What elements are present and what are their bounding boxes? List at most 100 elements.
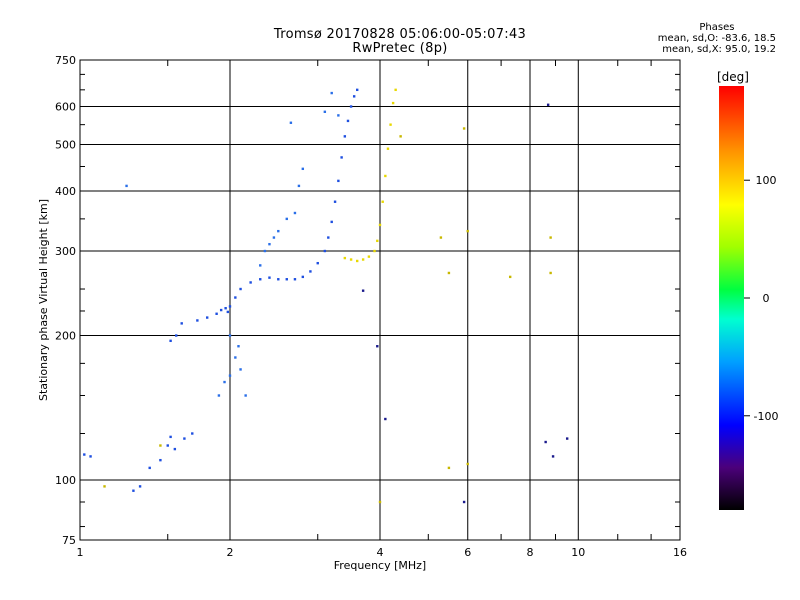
data-point [384, 417, 387, 421]
y-tick-label: 100 [55, 474, 76, 487]
data-point [381, 200, 384, 203]
data-point [376, 345, 379, 348]
grid-lines [80, 60, 680, 540]
data-point [399, 135, 402, 138]
data-point [376, 239, 379, 243]
data-point [285, 278, 288, 281]
data-point [378, 500, 382, 504]
data-point [361, 258, 365, 261]
data-point [346, 119, 350, 123]
data-point [83, 453, 86, 456]
data-point [384, 174, 387, 178]
chart-subtitle: RwPretec (8p) [352, 41, 448, 56]
data-point [215, 312, 218, 315]
data-point [239, 287, 242, 291]
data-point [323, 110, 327, 113]
data-point [228, 334, 232, 337]
data-point [544, 440, 547, 444]
data-point [327, 236, 330, 239]
data-point [223, 380, 226, 384]
data-point [125, 184, 128, 188]
data-point [180, 322, 183, 325]
data-point [301, 275, 305, 279]
data-point [352, 95, 356, 98]
data-point [349, 258, 353, 261]
phase-stats: Phases mean, sd,O: -83.6, 18.5 mean, sd,… [658, 22, 776, 55]
data-point [447, 271, 451, 275]
data-point [340, 156, 343, 159]
data-point [565, 437, 569, 440]
data-point [285, 217, 288, 221]
data-point [289, 121, 293, 124]
data-point [337, 114, 340, 117]
data-point [316, 261, 319, 265]
data-point [263, 249, 267, 253]
data-point [237, 345, 240, 348]
data-point [293, 211, 297, 215]
data-point [217, 394, 221, 397]
data-point [148, 466, 151, 470]
y-tick-label: 300 [55, 245, 76, 258]
data-point [330, 91, 333, 95]
data-point [277, 278, 280, 281]
data-points [83, 88, 569, 504]
data-point [349, 105, 353, 108]
plot-frame [79, 59, 681, 541]
stats-heading: Phases [699, 22, 735, 33]
y-tick-label: 200 [55, 330, 76, 343]
data-point [277, 229, 280, 233]
data-point [355, 88, 359, 92]
colorbar-ticks: 100 0 -100 [744, 174, 778, 423]
data-point [249, 281, 252, 284]
data-point [301, 167, 305, 171]
data-point [549, 271, 552, 275]
x-tick-label: 8 [527, 546, 534, 559]
data-point [466, 462, 469, 466]
data-point [89, 455, 92, 458]
x-tick-label: 10 [571, 546, 585, 559]
data-point [386, 147, 390, 150]
data-point [343, 256, 347, 260]
data-point [355, 259, 359, 263]
data-point [183, 437, 186, 440]
data-point [439, 236, 443, 239]
colorbar-tick-label: 100 [756, 174, 777, 187]
data-point [462, 500, 466, 504]
data-point [226, 310, 230, 314]
data-point [447, 466, 451, 470]
y-axis-label: Stationary phase Virtual Height [km] [37, 199, 50, 401]
data-point [205, 316, 209, 319]
data-point [367, 255, 371, 258]
stats-x-mode: mean, sd,X: 95.0, 19.2 [662, 44, 776, 55]
data-point [234, 356, 237, 359]
stats-o-mode: mean, sd,O: -83.6, 18.5 [657, 33, 776, 44]
data-point [103, 485, 106, 488]
axis-ticks: 1 2 4 6 8 10 16 75 100 200 300 400 500 600 750 [55, 54, 687, 559]
chart-title: Tromsø 20170828 05:06:00-05:07:43 [273, 27, 527, 42]
data-point [551, 455, 555, 458]
data-point [508, 275, 512, 279]
data-point [175, 334, 178, 337]
data-point [378, 223, 382, 227]
colorbar-unit: [deg] [717, 70, 749, 84]
data-point [343, 135, 347, 138]
data-point [259, 264, 262, 267]
data-point [228, 305, 232, 308]
data-point [272, 236, 276, 239]
data-point [462, 127, 466, 130]
data-point [389, 123, 392, 126]
x-tick-label: 4 [377, 546, 384, 559]
data-point [224, 307, 227, 310]
data-point [466, 229, 469, 233]
data-point [219, 308, 223, 312]
data-point [196, 319, 199, 322]
x-tick-label: 6 [464, 546, 471, 559]
data-point [169, 339, 172, 343]
x-tick-label: 1 [77, 546, 84, 559]
data-point [391, 101, 395, 105]
data-point [191, 432, 194, 435]
data-point [394, 88, 397, 92]
colorbar [719, 86, 744, 510]
data-point [323, 249, 327, 253]
data-point [169, 435, 172, 439]
